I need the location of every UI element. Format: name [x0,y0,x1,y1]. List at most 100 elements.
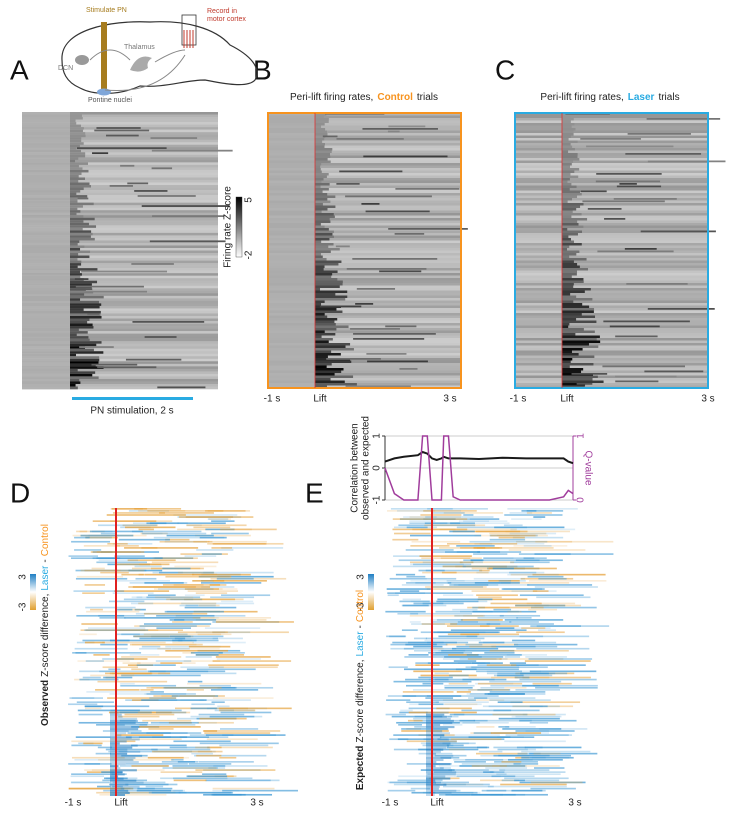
heatmap-streak [644,370,704,373]
heatmap-row [22,376,70,380]
heatmap-streak [398,559,435,562]
heatmap-streak [212,637,243,640]
heatmap-streak [472,610,537,613]
heatmap-streak [322,135,338,138]
heatmap-streak [99,617,126,619]
heatmap-streak [392,538,419,541]
heatmap-row [268,178,315,181]
heatmap-streak [87,313,100,316]
heatmap-streak [535,540,614,543]
heatmap-row [515,285,708,289]
heatmap-streak [115,633,140,636]
heatmap-row [22,273,70,276]
heatmap-burst [110,769,137,772]
heatmap-row [515,298,708,301]
heatmap-row [22,268,218,271]
heatmap-streak [405,643,437,646]
heatmap-row [268,295,461,299]
heatmap-streak [204,779,280,782]
heatmap-streak [466,693,510,695]
heatmap-streak [198,604,220,607]
heatmap-burst [426,732,450,735]
heatmap-row [268,150,315,154]
heatmap-streak [112,592,154,594]
heatmap-streak [476,746,488,749]
heatmap-streak [88,534,120,537]
heatmap-streak [134,608,146,611]
heatmap-streak [483,641,557,644]
heatmap-row [268,285,461,289]
heatmap-streak [170,598,203,601]
heatmap-row [22,321,70,324]
heatmap-streak [448,654,478,656]
heatmap-streak [484,652,515,654]
heatmap-streak [408,719,423,722]
heatmap-streak [395,573,416,576]
heatmap-streak [457,662,486,664]
heatmap-burst [562,210,573,214]
series-line [384,435,574,501]
heatmap-burst [70,232,93,236]
heatmap-streak [476,547,554,549]
heatmap-streak [432,586,484,588]
heatmap-burst [315,385,327,389]
heatmap-streak [216,577,254,580]
heatmap-streak [118,538,170,541]
heatmap-burst [315,160,331,164]
heatmap-streak [120,787,155,790]
heatmap-streak [477,551,522,553]
heatmap-streak [530,781,583,784]
heatmap-row [268,210,461,214]
heatmap-streak [83,742,103,745]
heatmap-streak [175,617,215,619]
heatmap-row [515,148,708,151]
heatmap-row [22,308,218,312]
heatmap-row [515,238,708,241]
heatmap-streak [501,779,560,782]
heatmap-streak [387,592,463,594]
heatmap-streak [155,596,194,599]
heatmap-row [22,215,70,219]
heatmap-streak [141,645,161,648]
heatmap-streak [171,758,184,761]
heatmap-streak [133,635,191,638]
heatmap-row [268,173,461,176]
heatmap-streak [504,740,566,743]
heatmap-burst [70,192,77,196]
heatmap-row [22,187,70,191]
heatmap-streak [209,715,255,718]
heatmap-row [22,144,70,148]
heatmap-row [268,218,461,221]
heatmap-streak [173,779,207,782]
heatmap-row [268,210,315,214]
heatmap-row [268,165,461,169]
heatmap-streak [81,270,168,273]
heatmap-burst [426,791,452,794]
heatmap-streak [135,577,157,580]
heatmap-streak [146,686,222,689]
heatmap-streak [507,573,559,576]
colorbar-tick: 3 [356,574,367,580]
heatmap-streak [86,771,114,773]
heatmap-row [22,167,218,171]
heatmap-streak [525,730,549,732]
heatmap-streak [125,783,178,786]
heatmap-streak [387,510,436,512]
title-highlight: Control [377,92,413,103]
heatmap-streak [395,592,426,594]
heatmap-streak [112,542,153,545]
heatmap-burst [315,368,344,371]
heatmap-streak [335,245,350,248]
heatmap-burst [315,183,330,186]
heatmap-streak [427,773,507,776]
colorbar-tick: -3 [18,602,29,611]
heatmap-streak [172,621,193,623]
heatmap-row [22,230,218,234]
heatmap-burst [315,303,322,306]
heatmap-burst [110,781,144,784]
heatmap-streak [425,697,454,699]
heatmap-streak [203,730,218,732]
heatmap-streak [70,775,104,778]
heatmap-row [22,383,218,387]
heatmap-streak [538,577,567,580]
